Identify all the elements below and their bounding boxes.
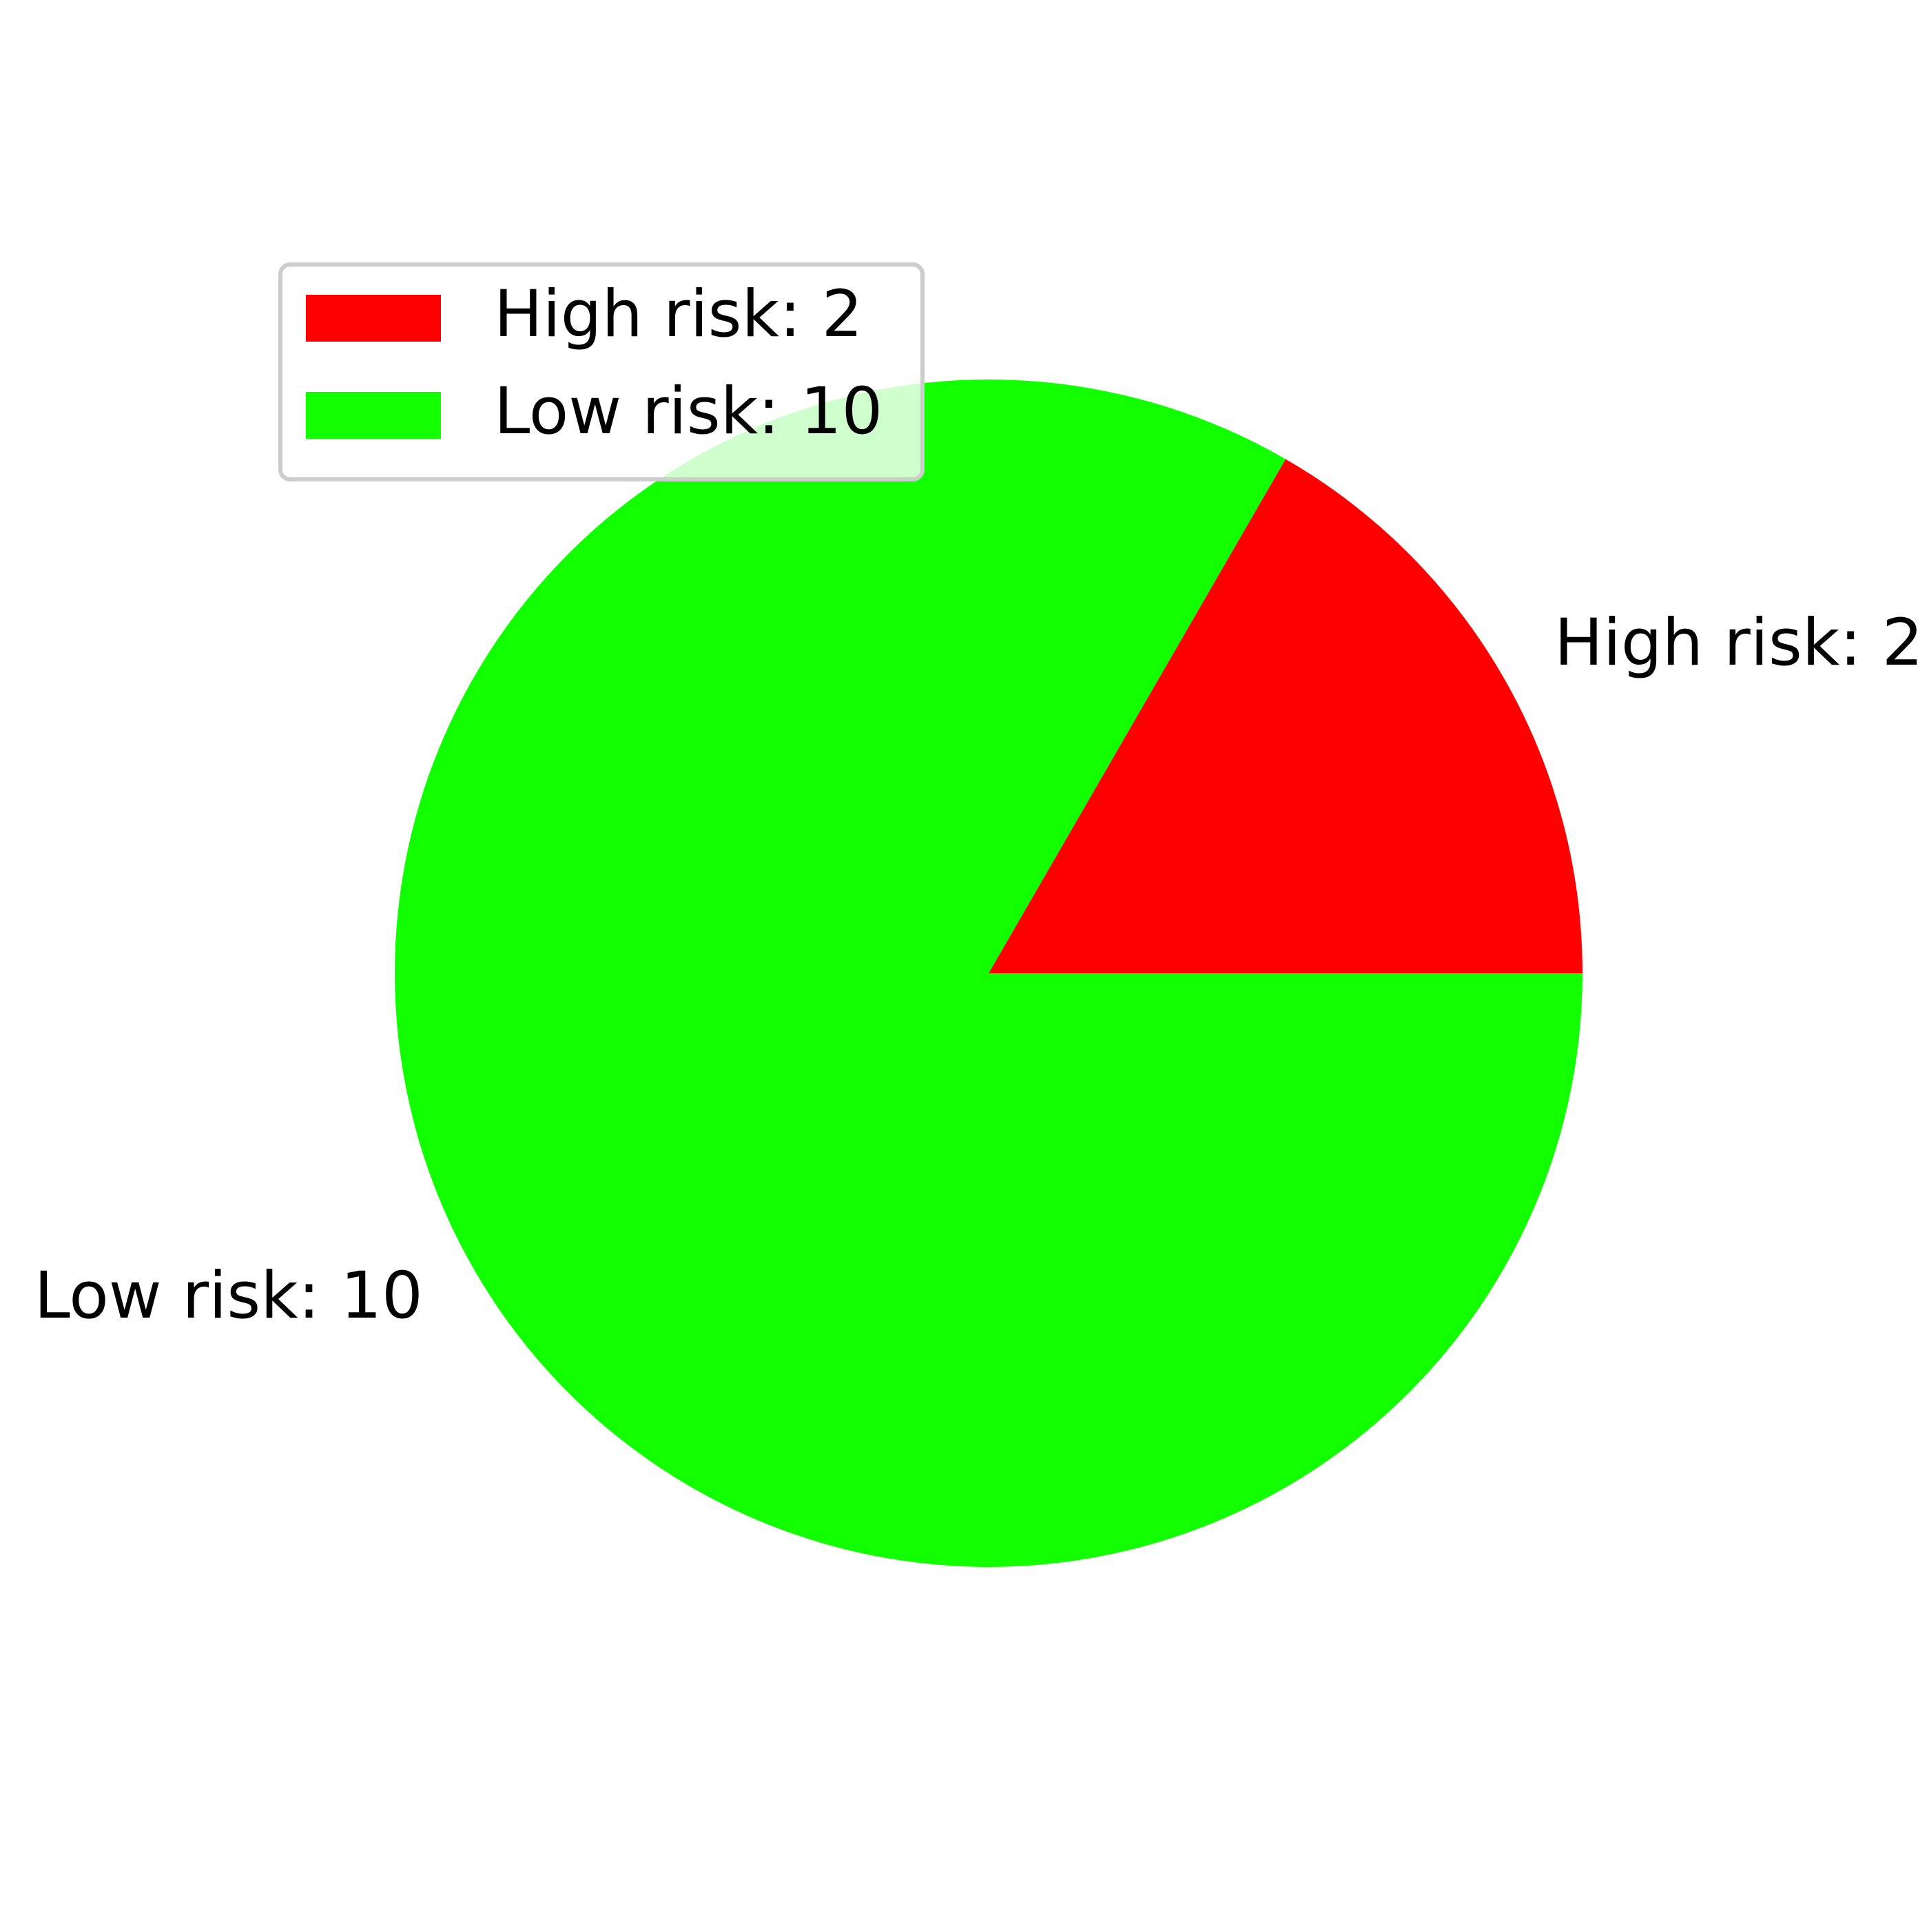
legend-label-high-risk: High risk: 2: [494, 277, 863, 352]
pie-slice-labels: High risk: 2 Low risk: 10: [34, 605, 1923, 1333]
pie-slices: [395, 379, 1582, 1567]
legend-swatch-low-risk: [306, 392, 441, 439]
pie-slice-high-risk: [989, 459, 1582, 973]
legend-swatch-high-risk: [306, 295, 441, 342]
pie-label-high-risk: High risk: 2: [1554, 605, 1923, 681]
pie-label-low-risk: Low risk: 10: [34, 1258, 423, 1333]
pie-slice-low-risk: [395, 379, 1582, 1567]
chart-legend: High risk: 2 Low risk: 10: [278, 262, 925, 481]
legend-label-low-risk: Low risk: 10: [494, 374, 883, 449]
